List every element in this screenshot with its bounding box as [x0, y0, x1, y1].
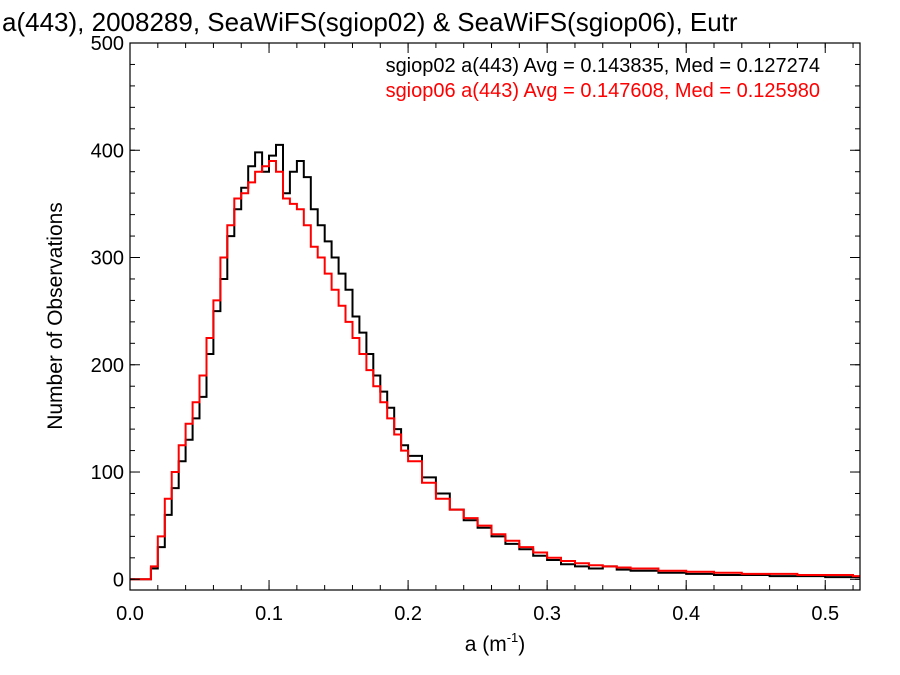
y-tick-label: 200: [91, 355, 124, 377]
x-tick-label: 0.3: [533, 603, 561, 625]
annotation-sgiop06: sgiop06 a(443) Avg = 0.147608, Med = 0.1…: [386, 80, 820, 102]
y-tick-label: 300: [91, 248, 124, 270]
annotation-sgiop02: sgiop02 a(443) Avg = 0.143835, Med = 0.1…: [386, 55, 820, 77]
chart-title: a(443), 2008289, SeaWiFS(sgiop02) & SeaW…: [2, 7, 738, 37]
y-tick-label: 0: [113, 569, 124, 591]
x-tick-label: 0.5: [811, 603, 839, 625]
x-axis-label-close: ): [518, 633, 525, 656]
x-tick-label: 0.1: [255, 603, 283, 625]
plot-frame: [129, 42, 861, 591]
y-tick-label: 100: [91, 462, 124, 484]
y-tick-label: 400: [91, 140, 124, 162]
x-tick-label: 0.4: [672, 603, 700, 625]
y-tick-label: 500: [91, 33, 124, 55]
histogram-series-1: [130, 160, 860, 581]
histogram-series-0: [130, 143, 860, 581]
x-tick-label: 0.2: [394, 603, 422, 625]
y-axis-label: Number of Observations: [44, 202, 67, 430]
x-axis-label-base: a (m: [465, 633, 507, 656]
x-tick-label: 0.0: [116, 603, 144, 625]
x-axis-label-exponent: -1: [507, 630, 519, 645]
x-axis-label: a (m-1): [465, 630, 526, 656]
